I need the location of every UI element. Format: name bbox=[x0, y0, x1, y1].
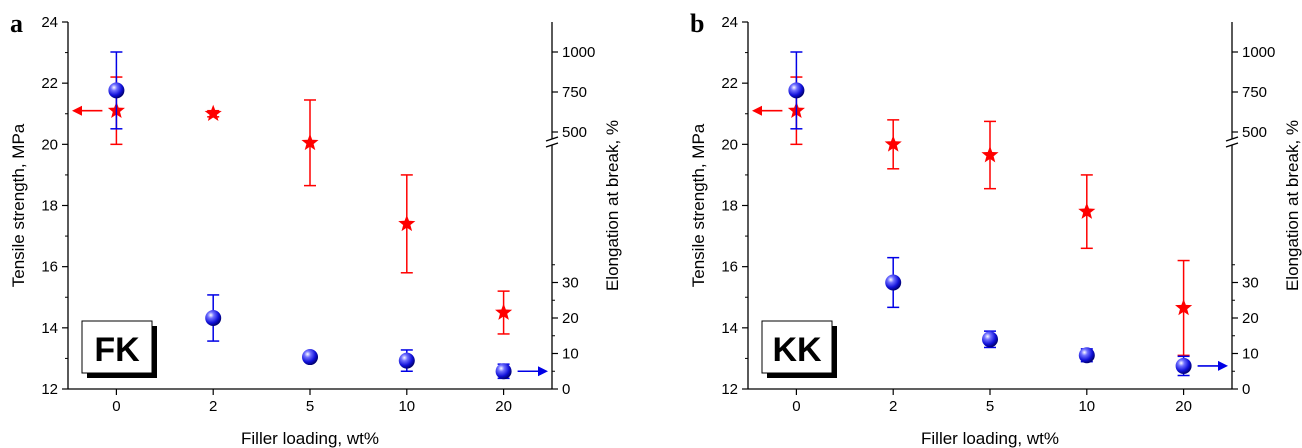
axis-arrow-left-head bbox=[72, 105, 82, 116]
elongation-point bbox=[982, 331, 998, 348]
elongation-point bbox=[495, 363, 512, 380]
y-tick-label: 24 bbox=[721, 14, 738, 31]
axis-break-gap bbox=[1226, 139, 1238, 145]
y-tick-label: 14 bbox=[721, 320, 738, 337]
label-box-text: FK bbox=[94, 331, 140, 369]
label-box-text: KK bbox=[772, 331, 822, 369]
elongation-point bbox=[1175, 357, 1192, 374]
axis-arrow-right-head bbox=[538, 366, 548, 377]
y-tick-label: 18 bbox=[41, 198, 58, 215]
y-axis-title: Tensile strength, MPa bbox=[9, 123, 28, 287]
tensile-point bbox=[495, 303, 513, 320]
y2-tick-label: 10 bbox=[562, 346, 579, 363]
y2-tick-label: 750 bbox=[1242, 84, 1267, 101]
x-tick-label: 10 bbox=[398, 398, 415, 415]
y2-axis-title: Elongation at break, % bbox=[603, 120, 622, 291]
y2-tick-label: 10 bbox=[1242, 346, 1259, 363]
elongation-point bbox=[302, 349, 318, 366]
y-tick-label: 14 bbox=[41, 320, 58, 337]
label-box bbox=[81, 320, 153, 374]
y2-tick-label: 0 bbox=[1242, 381, 1250, 398]
y2-tick-label: 30 bbox=[562, 275, 579, 292]
y2-tick-label: 500 bbox=[562, 124, 587, 141]
tensile-point bbox=[1078, 202, 1096, 219]
x-axis-title: Filler loading, wt% bbox=[241, 429, 379, 448]
y-tick-label: 24 bbox=[41, 14, 58, 31]
x-tick-label: 20 bbox=[495, 398, 512, 415]
tensile-point bbox=[398, 214, 416, 232]
y-tick-label: 20 bbox=[721, 136, 738, 153]
y2-tick-label: 500 bbox=[1242, 124, 1267, 141]
y-tick-label: 22 bbox=[41, 75, 58, 92]
tensile-point bbox=[981, 146, 999, 163]
y-tick-label: 20 bbox=[41, 136, 58, 153]
axis-break-mark bbox=[545, 142, 559, 148]
x-tick-label: 0 bbox=[792, 398, 800, 415]
axis-break-mark bbox=[1225, 136, 1239, 142]
y-axis-title: Tensile strength, MPa bbox=[689, 123, 708, 287]
y-tick-label: 16 bbox=[41, 259, 58, 276]
tensile-point bbox=[884, 135, 902, 152]
y2-tick-label: 0 bbox=[562, 381, 570, 398]
axis-arrow-right-head bbox=[1218, 360, 1228, 371]
axis-break-mark bbox=[545, 136, 559, 142]
y2-tick-label: 1000 bbox=[1242, 44, 1275, 61]
panel-letter: b bbox=[690, 9, 704, 38]
y2-tick-label: 750 bbox=[562, 84, 587, 101]
elongation-point bbox=[788, 82, 805, 99]
elongation-point bbox=[1078, 347, 1095, 364]
x-tick-label: 0 bbox=[112, 398, 120, 415]
elongation-point bbox=[398, 352, 415, 369]
panel-a: 0 2 5 10 20 12 14 16 18 20 22 24 0 10 20 30 500 750 1000 Fi… bbox=[9, 9, 622, 448]
x-tick-label: 20 bbox=[1175, 398, 1192, 415]
y2-tick-label: 20 bbox=[1242, 310, 1259, 327]
x-tick-label: 2 bbox=[209, 398, 217, 415]
x-tick-label: 10 bbox=[1078, 398, 1095, 415]
axis-arrow-left-head bbox=[752, 105, 762, 116]
y2-tick-label: 20 bbox=[562, 310, 579, 327]
panel-b: 0 2 5 10 20 12 14 16 18 20 22 24 0 10 20 30 500 750 1000 Fi… bbox=[689, 9, 1302, 448]
label-box bbox=[761, 320, 833, 374]
panel-letter: a bbox=[10, 9, 23, 38]
y-tick-label: 22 bbox=[721, 75, 738, 92]
y-tick-label: 18 bbox=[721, 198, 738, 215]
tensile-point bbox=[204, 104, 222, 122]
y-tick-label: 12 bbox=[721, 381, 738, 398]
y2-axis-title: Elongation at break, % bbox=[1283, 120, 1302, 291]
x-tick-label: 2 bbox=[889, 398, 897, 415]
tensile-point bbox=[301, 133, 319, 151]
y2-tick-label: 30 bbox=[1242, 275, 1259, 292]
axis-break-mark bbox=[1225, 142, 1239, 148]
x-axis-title: Filler loading, wt% bbox=[921, 429, 1059, 448]
elongation-point bbox=[885, 274, 902, 291]
x-tick-label: 5 bbox=[306, 398, 314, 415]
y-tick-label: 16 bbox=[721, 259, 738, 276]
y-tick-label: 12 bbox=[41, 381, 58, 398]
elongation-point bbox=[108, 82, 125, 99]
elongation-point bbox=[205, 310, 222, 326]
axis-break-gap bbox=[546, 139, 558, 145]
x-tick-label: 5 bbox=[986, 398, 994, 415]
tensile-point bbox=[1175, 298, 1193, 316]
y2-tick-label: 1000 bbox=[562, 44, 595, 61]
